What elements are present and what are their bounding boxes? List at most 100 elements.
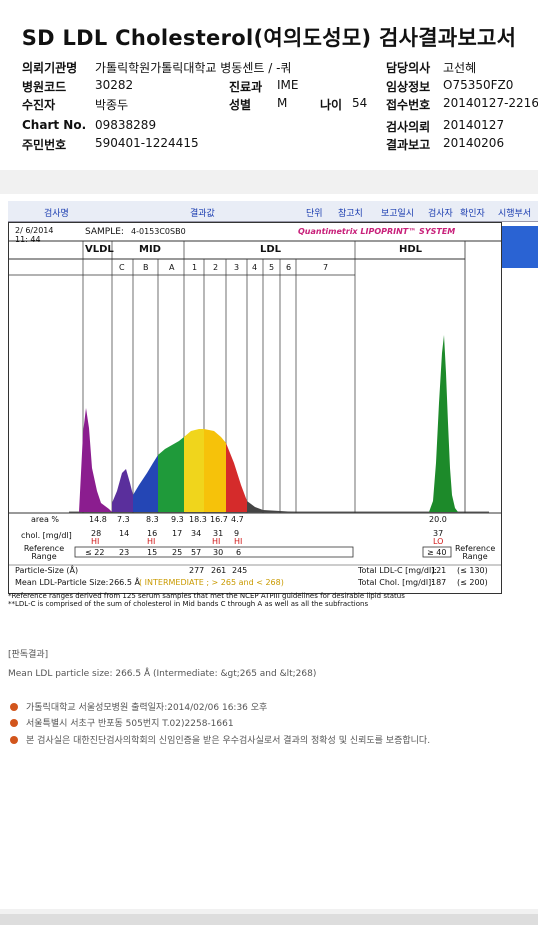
patient-label: 수진자 [22, 98, 56, 112]
request-label: 검사의뢰 [386, 120, 431, 134]
band-a-label: A [169, 263, 175, 272]
interpretation-text: Mean LDL particle size: 266.5 Å (Interme… [8, 669, 317, 679]
ref-ldl3: 6 [236, 548, 242, 557]
side-highlight [502, 226, 538, 268]
particle-ldl2: 261 [211, 566, 227, 575]
area-ldl1: 18.3 [189, 515, 207, 524]
band-2-label: 2 [213, 263, 219, 272]
bullet-icon [10, 719, 18, 727]
age-label: 나이 [320, 98, 343, 112]
mean-ldl-label: Mean LDL-Particle Size: [15, 578, 109, 587]
doctor-value: 고선혜 [443, 61, 477, 75]
ref-hdl: ≥ 40 [427, 548, 447, 557]
hdl-reference-box [422, 546, 452, 558]
col-result: 결과값 [190, 209, 215, 219]
band-5-label: 5 [269, 263, 275, 272]
flag-ldl2: HI [212, 537, 221, 546]
note-reference-ranges: *Reference ranges derived from 125 serum… [8, 592, 405, 600]
hospital-address: 서울특별시 서초구 반포동 505번지 T.02)2258-1661 [26, 719, 234, 729]
report-header [0, 0, 538, 170]
ref-mid-c: 23 [119, 548, 130, 557]
hospital-print-date: 가톨릭대학교 서울성모병원 출력일자:2014/02/06 16:36 오후 [26, 703, 268, 713]
chol-vldl: 28 [91, 529, 102, 538]
band-3-label: 3 [234, 263, 240, 272]
chol-label: chol. [mg/dl] [21, 531, 72, 540]
bottom-bar [0, 914, 538, 925]
ref-mid-b: 15 [147, 548, 158, 557]
total-chol-label: Total Chol. [mg/dl]: [358, 578, 434, 587]
ldl-tail [247, 501, 296, 512]
chol-ldl2: 31 [213, 529, 224, 538]
footer-line-2: 서울특별시 서초구 반포동 505번지 T.02)2258-1661 [10, 716, 234, 729]
total-ldl-value: 121 [431, 566, 447, 575]
footer-line-1: 가톨릭대학교 서울성모병원 출력일자:2014/02/06 16:36 오후 [10, 700, 267, 713]
id-value: 590401-1224415 [95, 136, 199, 150]
mid-a-peak [158, 437, 184, 512]
dept-value: IME [277, 78, 299, 92]
hospital-code-label: 병원코드 [22, 80, 67, 94]
vldl-peak [79, 408, 112, 512]
chart-value: 09838289 [95, 118, 157, 132]
report-time: 11: 44 [15, 235, 41, 244]
reference-label-right: Reference Range [455, 544, 496, 561]
mean-ldl-note: ( INTERMEDIATE ; > 265 and < 268) [139, 578, 284, 587]
chol-hdl: 37 [433, 529, 444, 538]
area-mid-a: 9.3 [171, 515, 184, 524]
institution-label: 의뢰기관명 [22, 61, 78, 75]
certification-statement: 본 검사실은 대한진단검사의학회의 신임인증을 받은 우수검사실로서 결과의 정… [26, 736, 431, 746]
bullet-icon [10, 703, 18, 711]
doctor-label: 담당의사 [386, 61, 431, 75]
col-test-name: 검사명 [44, 209, 69, 219]
chol-ldl3: 9 [234, 529, 240, 538]
hdl-label: HDL [399, 244, 423, 255]
flag-vldl: HI [91, 537, 100, 546]
report-date: 2/ 6/2014 [15, 226, 54, 235]
area-mid-b: 8.3 [146, 515, 159, 524]
footer-line-3: 본 검사실은 대한진단검사의학회의 신임인증을 받은 우수검사실로서 결과의 정… [10, 733, 430, 746]
flag-hdl: LO [433, 537, 444, 546]
col-department: 시행부서 [498, 209, 532, 219]
patient-value: 박종두 [95, 98, 129, 112]
bullet-icon [10, 736, 18, 744]
chol-mid-b: 16 [147, 529, 158, 538]
hospital-code-value: 30282 [95, 78, 134, 92]
flag-ldl3: HI [234, 537, 243, 546]
band-c-label: C [119, 263, 125, 272]
area-ldl3: 4.7 [231, 515, 244, 524]
band-4-label: 4 [252, 263, 258, 272]
ldl2-peak [204, 429, 226, 512]
particle-size-label: Particle-Size (Å) [15, 566, 79, 575]
institution-value: 가톨릭학원가톨릭대학교 병동센트 / -쿼 [95, 61, 292, 75]
ldl3-peak [226, 443, 247, 512]
area-label: area % [31, 515, 59, 524]
band-b-label: B [143, 263, 149, 272]
dept-label: 진료과 [229, 80, 263, 94]
mid-b-peak [133, 455, 158, 512]
particle-ldl3: 245 [232, 566, 248, 575]
ref-ldl1: 57 [191, 548, 202, 557]
chol-mid-a: 17 [172, 529, 183, 538]
ref-ldl2: 30 [213, 548, 224, 557]
column-header-bar: 검사명 결과값 단위 참고치 보고일시 검사자 확인자 시행부서 [8, 201, 538, 222]
vldl-label: VLDL [85, 244, 114, 255]
chart-label: Chart No. [22, 118, 87, 132]
area-mid-c: 7.3 [117, 515, 130, 524]
lipoprint-report: 2/ 6/2014 11: 44 SAMPLE: 4-0153C0SB0 Qua… [8, 222, 502, 594]
report-date-value: 20140206 [443, 136, 505, 150]
flag-mid-b: HI [147, 537, 156, 546]
band-1-label: 1 [192, 263, 198, 272]
total-chol-value: 187 [431, 578, 447, 587]
report-date-label: 결과보고 [386, 138, 431, 152]
hdl-peak [429, 335, 458, 512]
page-title: SD LDL Cholesterol(여의도성모) 검사결과보고서 [21, 26, 517, 50]
total-ldl-label: Total LDL-C [mg/dl]: [358, 566, 437, 575]
mid-c-peak [112, 469, 133, 512]
band-6-label: 6 [286, 263, 292, 272]
particle-ldl1: 277 [189, 566, 205, 575]
sex-value: M [277, 96, 288, 110]
col-tester: 검사자 [428, 209, 453, 219]
band-7-label: 7 [323, 263, 329, 272]
area-ldl2: 16.7 [210, 515, 228, 524]
clinical-label: 임상정보 [386, 80, 431, 94]
request-value: 20140127 [443, 118, 505, 132]
